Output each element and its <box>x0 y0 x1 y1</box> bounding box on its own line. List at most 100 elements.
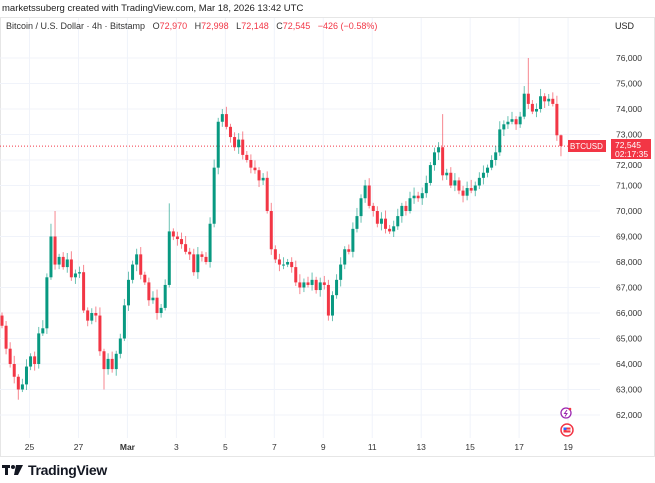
candle-body <box>282 264 286 266</box>
candle-body <box>102 351 106 370</box>
candle-down <box>530 99 534 115</box>
candle-down <box>441 114 445 181</box>
candle-down <box>33 351 37 371</box>
candle-body <box>351 228 355 252</box>
candle-down <box>294 260 298 286</box>
candle-down <box>147 277 151 306</box>
candle-up <box>122 298 126 342</box>
candle-up <box>473 181 477 197</box>
high-value: 72,998 <box>201 21 229 31</box>
candle-body <box>253 167 257 171</box>
candle-down <box>102 348 106 390</box>
candle-body <box>473 185 477 191</box>
candle-down <box>298 274 302 295</box>
price-tick-label: 74,000 <box>616 104 642 114</box>
candle-body <box>265 177 269 211</box>
candle-body <box>131 264 135 280</box>
high-label: H <box>194 21 202 31</box>
candle-down <box>53 211 57 270</box>
ohlc-legend: Bitcoin / U.S. Dollar · 4h · Bitstamp O7… <box>6 21 377 31</box>
candle-body <box>273 249 277 260</box>
candle-up <box>486 164 490 178</box>
candle-up <box>45 273 49 334</box>
candle-body <box>86 310 90 321</box>
candle-body <box>518 116 522 125</box>
candle-down <box>388 224 392 234</box>
candle-up <box>359 194 363 223</box>
event-icon[interactable] <box>560 407 572 419</box>
candle-up <box>506 116 510 129</box>
candle-down <box>384 210 388 234</box>
candle-up <box>212 159 216 228</box>
candle-body <box>33 356 37 364</box>
candle-body <box>233 137 237 148</box>
candle-up <box>335 274 339 299</box>
candle-down <box>155 289 159 320</box>
candle-up <box>159 303 163 318</box>
candle-up <box>78 266 82 279</box>
candle-body <box>559 135 563 147</box>
candle-up <box>163 279 167 311</box>
candle-down <box>69 251 73 281</box>
candle-body <box>420 193 424 199</box>
candle-down <box>253 160 257 174</box>
candle-body <box>290 262 294 268</box>
candle-body <box>498 129 502 153</box>
candle-body <box>106 358 110 370</box>
candle-body <box>526 93 530 104</box>
candle-body <box>49 236 53 278</box>
candle-body <box>551 98 555 104</box>
price-tick-label: 70,000 <box>616 206 642 216</box>
candle-down <box>347 244 351 255</box>
candle-body <box>4 325 8 349</box>
candle-down <box>404 201 408 216</box>
candle-up <box>363 179 367 203</box>
candle-down <box>233 132 237 151</box>
candle-body <box>61 256 65 268</box>
candle-body <box>400 205 404 217</box>
candle-up <box>424 175 428 198</box>
candle-body <box>224 114 228 127</box>
candle-body <box>41 328 45 334</box>
price-tag-value: 72,545 <box>615 140 641 150</box>
candle-body <box>228 126 232 138</box>
price-tick-label: 63,000 <box>616 385 642 395</box>
candle-body <box>522 93 526 117</box>
open-label: O <box>152 21 160 31</box>
candle-body <box>506 121 510 125</box>
candle-body <box>110 358 114 370</box>
candle-down <box>82 264 86 313</box>
candle-up <box>118 333 122 359</box>
candle-body <box>310 279 314 285</box>
candle-body <box>0 315 4 326</box>
candle-up <box>494 145 498 166</box>
time-axis: 25 27 Mar 3 5 7 9 11 13 15 17 19 <box>25 442 573 452</box>
change-value: −426 (−0.58%) <box>317 21 378 31</box>
candle-down <box>457 177 461 195</box>
candle-down <box>326 279 330 321</box>
candle-body <box>257 170 261 181</box>
price-tick-label: 65,000 <box>616 334 642 344</box>
price-tick-label: 71,000 <box>616 181 642 191</box>
price-tick-label: 66,000 <box>616 308 642 318</box>
candle-body <box>539 96 543 109</box>
tradingview-logo[interactable]: TradingView <box>2 462 107 478</box>
candle-body <box>12 364 16 377</box>
candle-up <box>534 103 538 118</box>
time-tick-label: 15 <box>465 442 475 452</box>
us-flag-economic-event-icon[interactable] <box>560 423 574 437</box>
price-tick-label: 69,000 <box>616 232 642 242</box>
candle-body <box>367 185 371 206</box>
candle-body <box>359 198 363 217</box>
candle-body <box>469 188 473 191</box>
candle-down <box>139 247 143 280</box>
candle-down <box>269 202 273 255</box>
candle-body <box>355 216 359 229</box>
candle-body <box>457 180 461 191</box>
currency-label[interactable]: USD <box>615 21 635 31</box>
candle-down <box>257 167 261 188</box>
candle-up <box>318 277 322 297</box>
candle-body <box>200 254 204 257</box>
candle-up <box>135 248 139 272</box>
